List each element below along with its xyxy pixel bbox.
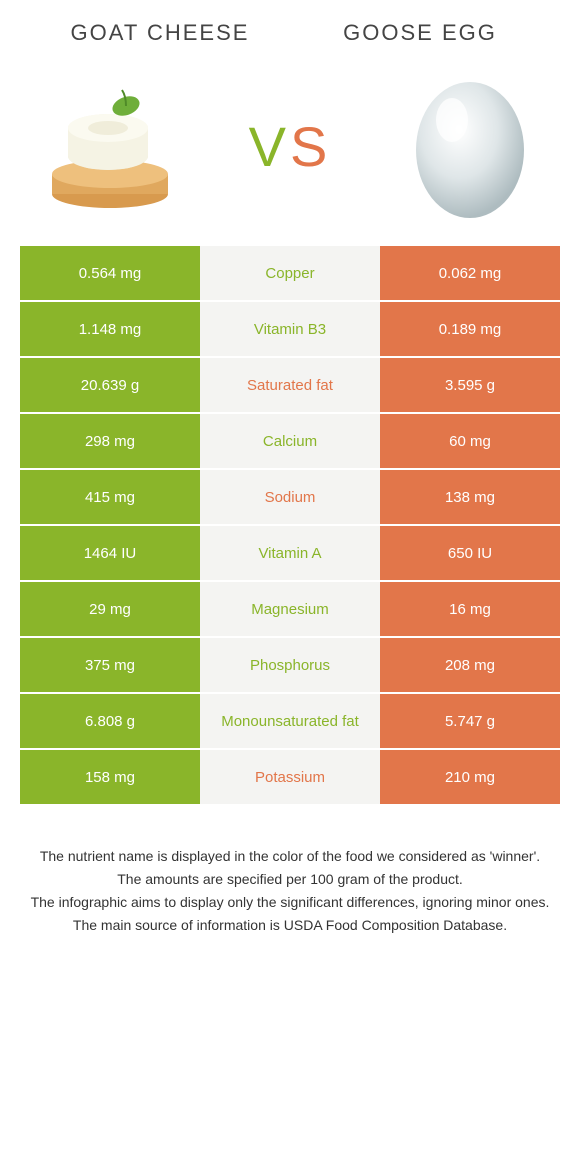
nutrient-name: Sodium [200, 470, 380, 524]
nutrient-name: Copper [200, 246, 380, 300]
value-right: 0.062 mg [380, 246, 560, 300]
table-row: 1464 IUVitamin A650 IU [20, 526, 560, 582]
nutrient-name: Calcium [200, 414, 380, 468]
footnote-line: The infographic aims to display only the… [28, 892, 552, 913]
value-left: 20.639 g [20, 358, 200, 412]
table-row: 298 mgCalcium60 mg [20, 414, 560, 470]
table-row: 6.808 gMonounsaturated fat5.747 g [20, 694, 560, 750]
value-left: 375 mg [20, 638, 200, 692]
value-right: 138 mg [380, 470, 560, 524]
footnote-line: The amounts are specified per 100 gram o… [28, 869, 552, 890]
nutrient-name: Vitamin B3 [200, 302, 380, 356]
images-row: VS [0, 56, 580, 246]
value-left: 1.148 mg [20, 302, 200, 356]
value-left: 29 mg [20, 582, 200, 636]
value-right: 210 mg [380, 750, 560, 804]
value-left: 0.564 mg [20, 246, 200, 300]
table-row: 20.639 gSaturated fat3.595 g [20, 358, 560, 414]
value-right: 3.595 g [380, 358, 560, 412]
value-left: 6.808 g [20, 694, 200, 748]
nutrient-name: Phosphorus [200, 638, 380, 692]
value-right: 208 mg [380, 638, 560, 692]
value-right: 650 IU [380, 526, 560, 580]
value-right: 0.189 mg [380, 302, 560, 356]
vs-v: V [249, 115, 290, 178]
nutrient-name: Saturated fat [200, 358, 380, 412]
nutrient-name: Vitamin A [200, 526, 380, 580]
value-left: 158 mg [20, 750, 200, 804]
value-left: 298 mg [20, 414, 200, 468]
table-row: 0.564 mgCopper0.062 mg [20, 246, 560, 302]
value-left: 1464 IU [20, 526, 200, 580]
table-row: 375 mgPhosphorus208 mg [20, 638, 560, 694]
footnotes: The nutrient name is displayed in the co… [0, 806, 580, 978]
nutrient-name: Magnesium [200, 582, 380, 636]
nutrient-name: Potassium [200, 750, 380, 804]
nutrient-table: 0.564 mgCopper0.062 mg1.148 mgVitamin B3… [20, 246, 560, 806]
value-right: 5.747 g [380, 694, 560, 748]
value-right: 16 mg [380, 582, 560, 636]
vs-label: VS [249, 114, 332, 179]
goat-cheese-icon [30, 66, 190, 226]
table-row: 415 mgSodium138 mg [20, 470, 560, 526]
table-row: 158 mgPotassium210 mg [20, 750, 560, 806]
table-row: 29 mgMagnesium16 mg [20, 582, 560, 638]
food-left-title: Goat Cheese [30, 20, 290, 46]
value-left: 415 mg [20, 470, 200, 524]
header: Goat Cheese Goose Egg [0, 0, 580, 56]
footnote-line: The nutrient name is displayed in the co… [28, 846, 552, 867]
nutrient-name: Monounsaturated fat [200, 694, 380, 748]
vs-s: S [290, 115, 331, 178]
goose-egg-icon [390, 66, 550, 226]
table-row: 1.148 mgVitamin B30.189 mg [20, 302, 560, 358]
value-right: 60 mg [380, 414, 560, 468]
footnote-line: The main source of information is USDA F… [28, 915, 552, 936]
food-right-title: Goose Egg [290, 20, 550, 46]
